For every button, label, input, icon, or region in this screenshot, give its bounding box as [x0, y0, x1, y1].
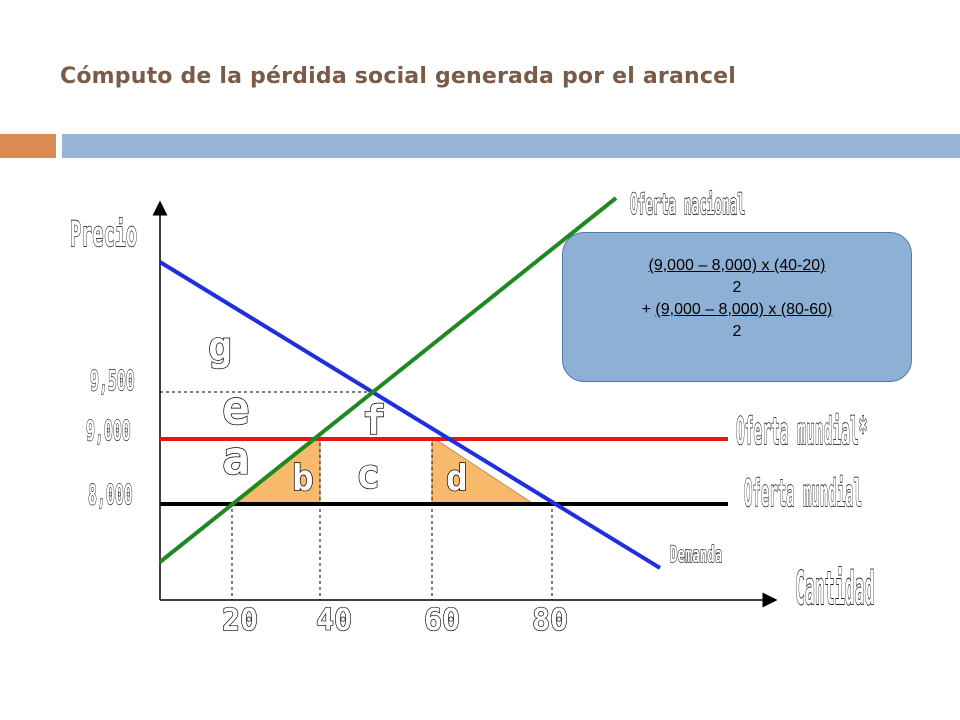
quantity-tick-40: 40: [316, 603, 352, 638]
accent-bar-orange: [0, 134, 56, 158]
oferta-nacional-line: [158, 196, 618, 564]
x-axis-label: Cantidad: [795, 563, 874, 615]
formula-numerator-2: (9,000 – 8,000) x (80-60): [655, 301, 833, 318]
area-label-g: g: [208, 324, 232, 370]
area-label-e: e: [222, 381, 250, 435]
area-label-c: c: [356, 452, 380, 498]
formula-plus: +: [641, 301, 656, 318]
area-label-a: a: [222, 431, 250, 485]
area-label-f: f: [362, 398, 386, 444]
oferta-mundial-label: Oferta mundial: [744, 472, 862, 516]
price-tick-8000: 8,000: [88, 479, 133, 511]
demanda-label: Demanda: [670, 542, 722, 568]
price-tick-9000: 9,000: [86, 415, 131, 447]
formula-callout: (9,000 – 8,000) x (40-20) 2 + (9,000 – 8…: [562, 232, 912, 382]
quantity-tick-60: 60: [424, 603, 460, 638]
formula-term-2: + (9,000 – 8,000) x (80-60): [563, 299, 911, 321]
page-title: Cómputo de la pérdida social generada po…: [60, 64, 736, 89]
area-label-d: d: [446, 458, 468, 499]
oferta-nacional-label: Oferta nacional: [630, 188, 745, 222]
formula-numerator-1: (9,000 – 8,000) x (40-20): [648, 257, 826, 274]
y-axis-label: Precio: [70, 214, 137, 255]
formula-denominator-2: 2: [732, 323, 742, 340]
quantity-tick-80: 80: [532, 603, 568, 638]
accent-bar-blue: [62, 134, 960, 158]
demanda-line: [158, 260, 662, 570]
area-label-b: b: [292, 458, 314, 499]
formula-denominator-1: 2: [732, 279, 742, 296]
price-tick-9500: 9,500: [90, 365, 135, 397]
oferta-mundial-star-label: Oferta mundial*: [736, 408, 867, 453]
quantity-tick-20: 20: [222, 603, 258, 638]
